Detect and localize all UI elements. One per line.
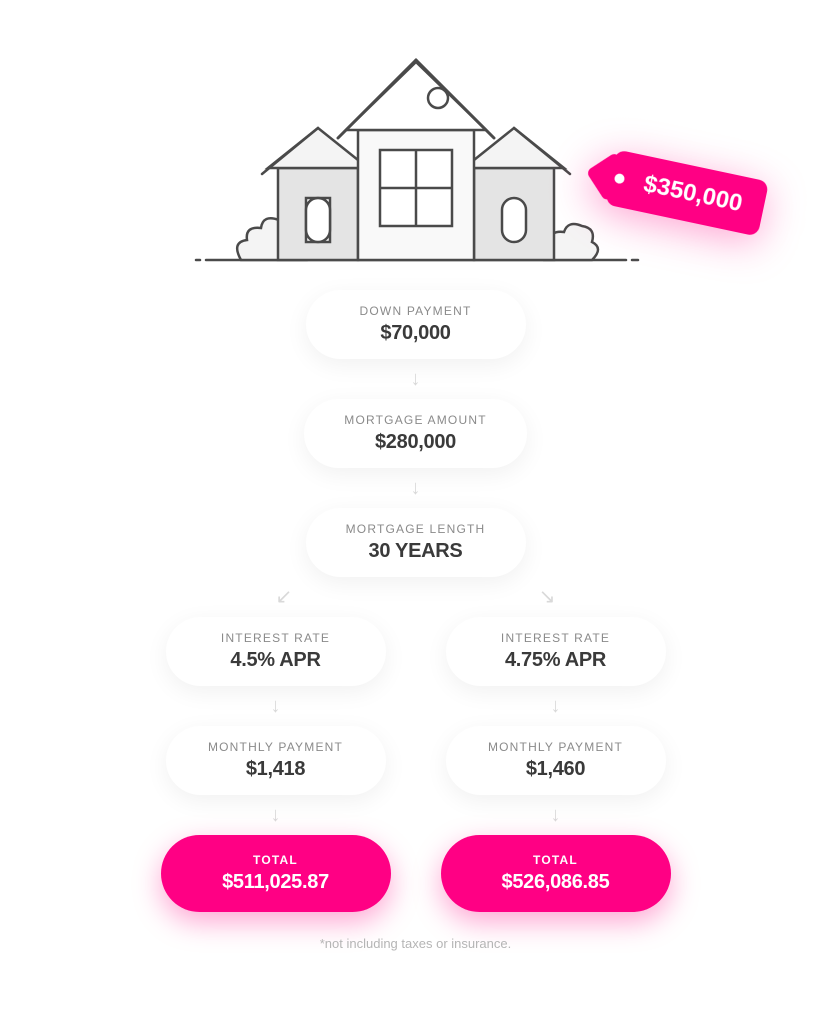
total-label-right: TOTAL	[481, 853, 631, 867]
monthly-value-left: $1,418	[206, 758, 346, 781]
branch-left: INTEREST RATE 4.5% APR MONTHLY PAYMENT $…	[161, 617, 391, 912]
arrow-diag-right-icon	[539, 587, 556, 607]
down-payment-label: DOWN PAYMENT	[346, 304, 486, 318]
mortgage-length-label: MORTGAGE LENGTH	[346, 522, 486, 536]
interest-value-left: 4.5% APR	[206, 649, 346, 672]
footnote: *not including taxes or insurance.	[320, 936, 512, 951]
pill-monthly-left: MONTHLY PAYMENT $1,418	[166, 726, 386, 795]
total-label-left: TOTAL	[201, 853, 351, 867]
monthly-value-right: $1,460	[486, 758, 626, 781]
mortgage-amount-label: MORTGAGE AMOUNT	[344, 413, 486, 427]
pill-total-left: TOTAL $511,025.87	[161, 835, 391, 912]
arrow-diag-left-icon	[276, 587, 293, 607]
arrow-down-icon	[411, 369, 421, 389]
total-value-right: $526,086.85	[481, 871, 631, 894]
arrow-down-icon	[551, 805, 561, 825]
mortgage-length-value: 30 YEARS	[346, 540, 486, 563]
pill-mortgage-amount: MORTGAGE AMOUNT $280,000	[304, 399, 526, 468]
arrow-down-icon	[411, 478, 421, 498]
interest-value-right: 4.75% APR	[486, 649, 626, 672]
pill-interest-left: INTEREST RATE 4.5% APR	[166, 617, 386, 686]
house-svg	[186, 50, 646, 270]
pill-down-payment: DOWN PAYMENT $70,000	[306, 290, 526, 359]
branch-right: INTEREST RATE 4.75% APR MONTHLY PAYMENT …	[441, 617, 671, 912]
interest-label-left: INTEREST RATE	[206, 631, 346, 645]
pill-mortgage-length: MORTGAGE LENGTH 30 YEARS	[306, 508, 526, 577]
branch-split: INTEREST RATE 4.5% APR MONTHLY PAYMENT $…	[161, 577, 671, 912]
pill-monthly-right: MONTHLY PAYMENT $1,460	[446, 726, 666, 795]
down-payment-value: $70,000	[346, 322, 486, 345]
house-illustration: $350,000	[186, 50, 646, 270]
pill-total-right: TOTAL $526,086.85	[441, 835, 671, 912]
interest-label-right: INTEREST RATE	[486, 631, 626, 645]
total-value-left: $511,025.87	[201, 871, 351, 894]
monthly-label-right: MONTHLY PAYMENT	[486, 740, 626, 754]
monthly-label-left: MONTHLY PAYMENT	[206, 740, 346, 754]
arrow-down-icon	[271, 805, 281, 825]
mortgage-flow: DOWN PAYMENT $70,000 MORTGAGE AMOUNT $28…	[161, 290, 671, 951]
pill-interest-right: INTEREST RATE 4.75% APR	[446, 617, 666, 686]
arrow-down-icon	[271, 696, 281, 716]
arrow-down-icon	[551, 696, 561, 716]
mortgage-amount-value: $280,000	[344, 431, 486, 454]
